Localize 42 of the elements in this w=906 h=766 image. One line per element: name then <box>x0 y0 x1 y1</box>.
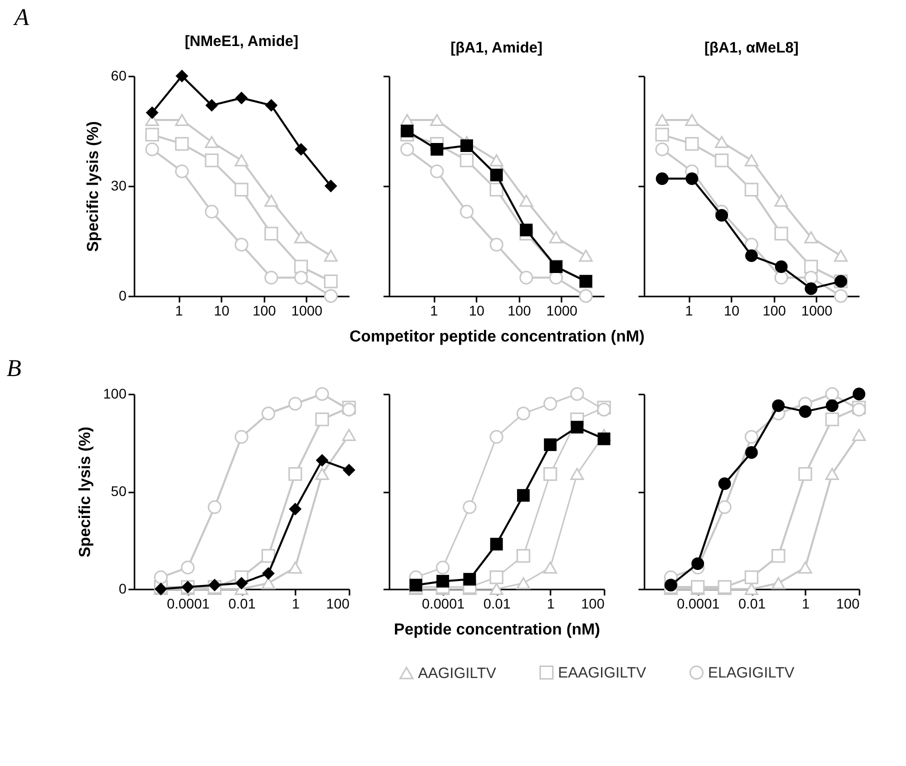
x-axis-title: Competitor peptide concentration (nM) <box>349 328 645 346</box>
x-tick-label: 100 <box>326 596 350 612</box>
x-axis-title: Peptide concentration (nM) <box>394 622 600 638</box>
y-tick-label: 30 <box>110 178 127 194</box>
x-tick-label: 100 <box>252 302 276 318</box>
x-tick-label: 10 <box>214 302 230 318</box>
x-tick-label: 100 <box>508 302 532 318</box>
text: B <box>6 356 22 382</box>
x-tick-label: 1000 <box>546 302 578 318</box>
x-tick-label: 0.0001 <box>166 596 210 612</box>
y-axis-title: Specific lysis (%) <box>77 426 94 558</box>
x-tick-label: 1000 <box>801 302 833 318</box>
text: A <box>12 5 30 31</box>
x-tick-label: 100 <box>581 596 605 612</box>
chart-title: [βA1, Amide] <box>450 39 542 56</box>
y-tick-label: 0 <box>118 288 127 304</box>
y-tick-label: 0 <box>118 580 127 596</box>
x-tick-label: 1 <box>802 596 810 612</box>
x-tick-label: 0.01 <box>483 596 511 612</box>
chart-title: [βA1, αMeL8] <box>704 39 799 56</box>
legend-label: EAAGIGILTV <box>558 664 646 682</box>
x-tick-label: 0.01 <box>738 596 766 612</box>
legend-label: AAGIGILTV <box>418 665 496 682</box>
y-tick-label: 60 <box>110 68 127 84</box>
x-tick-label: 100 <box>836 596 860 612</box>
y-tick-label: 50 <box>110 483 127 499</box>
x-tick-label: 0.01 <box>228 596 256 612</box>
x-tick-label: 1 <box>175 302 184 318</box>
x-tick-label: 10 <box>468 302 485 318</box>
y-axis-title: Specific lysis (%) <box>84 121 102 252</box>
chart-title: [NMeE1, Amide] <box>184 33 298 50</box>
x-tick-label: 1 <box>685 302 694 318</box>
legend-label: ELAGIGILTV <box>708 664 794 682</box>
x-tick-label: 1 <box>430 302 438 318</box>
y-tick-label: 100 <box>103 386 127 402</box>
x-tick-label: 1000 <box>291 302 323 318</box>
x-tick-label: 0.0001 <box>422 596 465 612</box>
x-tick-label: 1 <box>292 596 300 612</box>
x-tick-label: 1 <box>546 596 555 612</box>
x-tick-label: 10 <box>724 302 740 318</box>
x-tick-label: 100 <box>762 302 786 318</box>
x-tick-label: 0.0001 <box>676 596 720 612</box>
